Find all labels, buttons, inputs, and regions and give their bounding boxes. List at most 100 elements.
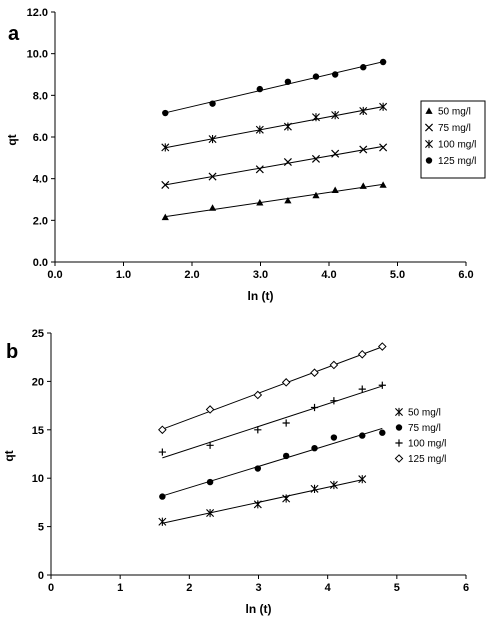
data-point <box>360 64 367 71</box>
data-point <box>358 475 367 484</box>
panel-label: b <box>6 341 18 363</box>
y-tick-label: 25 <box>32 328 44 340</box>
legend-marker <box>395 424 403 431</box>
y-axis-title: qt <box>2 450 16 461</box>
data-point <box>282 452 290 460</box>
y-tick-label: 2.0 <box>33 215 48 227</box>
data-point <box>254 426 262 434</box>
data-point <box>158 425 167 435</box>
data-point <box>281 378 291 387</box>
trendline <box>162 479 363 524</box>
data-point <box>359 106 368 116</box>
data-point <box>359 432 366 439</box>
data-point <box>256 85 264 93</box>
data-point <box>209 100 216 107</box>
data-point <box>311 444 318 452</box>
legend-entry: 125 mg/l <box>438 156 476 167</box>
legend: 50 mg/l 75 mg/l 100 mg/l 125 mg/l <box>394 407 446 465</box>
data-point <box>358 385 366 393</box>
trendline <box>162 427 383 497</box>
data-point <box>378 342 387 351</box>
legend-marker <box>395 407 403 417</box>
y-tick-label: 8.0 <box>33 90 48 102</box>
data-point <box>329 360 339 370</box>
x-axis-title: ln (t) <box>246 602 272 616</box>
panel-label: a <box>8 23 20 45</box>
y-tick-label: 4.0 <box>33 174 48 186</box>
series-1 <box>161 143 388 189</box>
data-point <box>162 109 169 117</box>
x-axis-title: ln (t) <box>248 289 274 303</box>
data-point <box>284 78 292 85</box>
series-3 <box>158 342 387 435</box>
data-point <box>311 113 320 122</box>
data-point <box>161 213 169 221</box>
series-2 <box>161 102 388 152</box>
x-tick-label: 4 <box>325 582 332 594</box>
data-point <box>282 419 290 427</box>
data-point <box>159 493 166 500</box>
legend-marker <box>394 454 404 463</box>
legend-entry: 100 mg/l <box>408 439 446 450</box>
data-point <box>282 494 291 503</box>
x-tick-label: 3 <box>255 582 261 594</box>
legend-marker <box>425 157 433 164</box>
data-point <box>331 186 339 194</box>
legend-marker <box>424 123 434 132</box>
series-1 <box>159 427 386 500</box>
legend-entry: 75 mg/l <box>438 123 471 134</box>
x-tick-label: 1.0 <box>116 269 131 281</box>
legend-entry: 125 mg/l <box>408 454 446 465</box>
data-point <box>205 405 215 414</box>
x-tick-label: 1 <box>117 582 123 594</box>
legend-entry: 75 mg/l <box>408 423 441 434</box>
legend-entry: 50 mg/l <box>408 408 441 419</box>
data-point <box>312 191 320 199</box>
data-point <box>330 434 338 441</box>
series-0 <box>158 475 367 526</box>
data-point <box>331 111 340 120</box>
y-tick-label: 10.0 <box>27 49 48 61</box>
data-point <box>312 73 320 80</box>
y-tick-label: 10 <box>32 473 44 485</box>
data-point <box>379 429 386 436</box>
data-point <box>359 145 368 154</box>
data-point <box>378 381 386 389</box>
data-point <box>310 403 319 412</box>
legend-entry: 100 mg/l <box>438 140 476 151</box>
trendline <box>165 183 384 218</box>
trendline <box>165 61 384 114</box>
x-tick-label: 5.0 <box>390 269 405 281</box>
data-point <box>253 390 263 400</box>
data-point <box>208 204 217 211</box>
data-point <box>158 448 166 456</box>
data-point <box>206 441 214 449</box>
y-tick-label: 12.0 <box>27 7 48 19</box>
data-point <box>208 134 217 144</box>
data-point <box>283 157 292 167</box>
data-point <box>283 122 292 131</box>
data-point <box>330 397 338 405</box>
data-point <box>253 500 262 509</box>
y-tick-label: 5 <box>38 522 44 534</box>
data-point <box>256 199 264 206</box>
x-tick-label: 0.0 <box>47 269 62 281</box>
y-tick-label: 6.0 <box>33 132 48 144</box>
legend-marker <box>425 139 433 149</box>
data-point <box>206 478 214 486</box>
data-point <box>331 71 339 78</box>
data-point <box>359 182 367 189</box>
data-point <box>310 484 319 493</box>
trendline <box>162 385 383 459</box>
data-point <box>379 143 388 152</box>
data-point <box>357 349 367 359</box>
data-point <box>208 172 217 181</box>
data-point <box>206 508 215 518</box>
legend-entry: 50 mg/l <box>438 107 471 118</box>
x-tick-label: 4.0 <box>321 269 336 281</box>
x-tick-label: 2 <box>186 582 192 594</box>
x-tick-label: 5 <box>394 582 400 594</box>
trendline <box>162 346 383 430</box>
chart-panel-b: b 0 1 2 3 4 5 6 0 5 10 15 20 25 ln (t) qt 50 mg/l 75 mg/l… <box>2 328 469 616</box>
